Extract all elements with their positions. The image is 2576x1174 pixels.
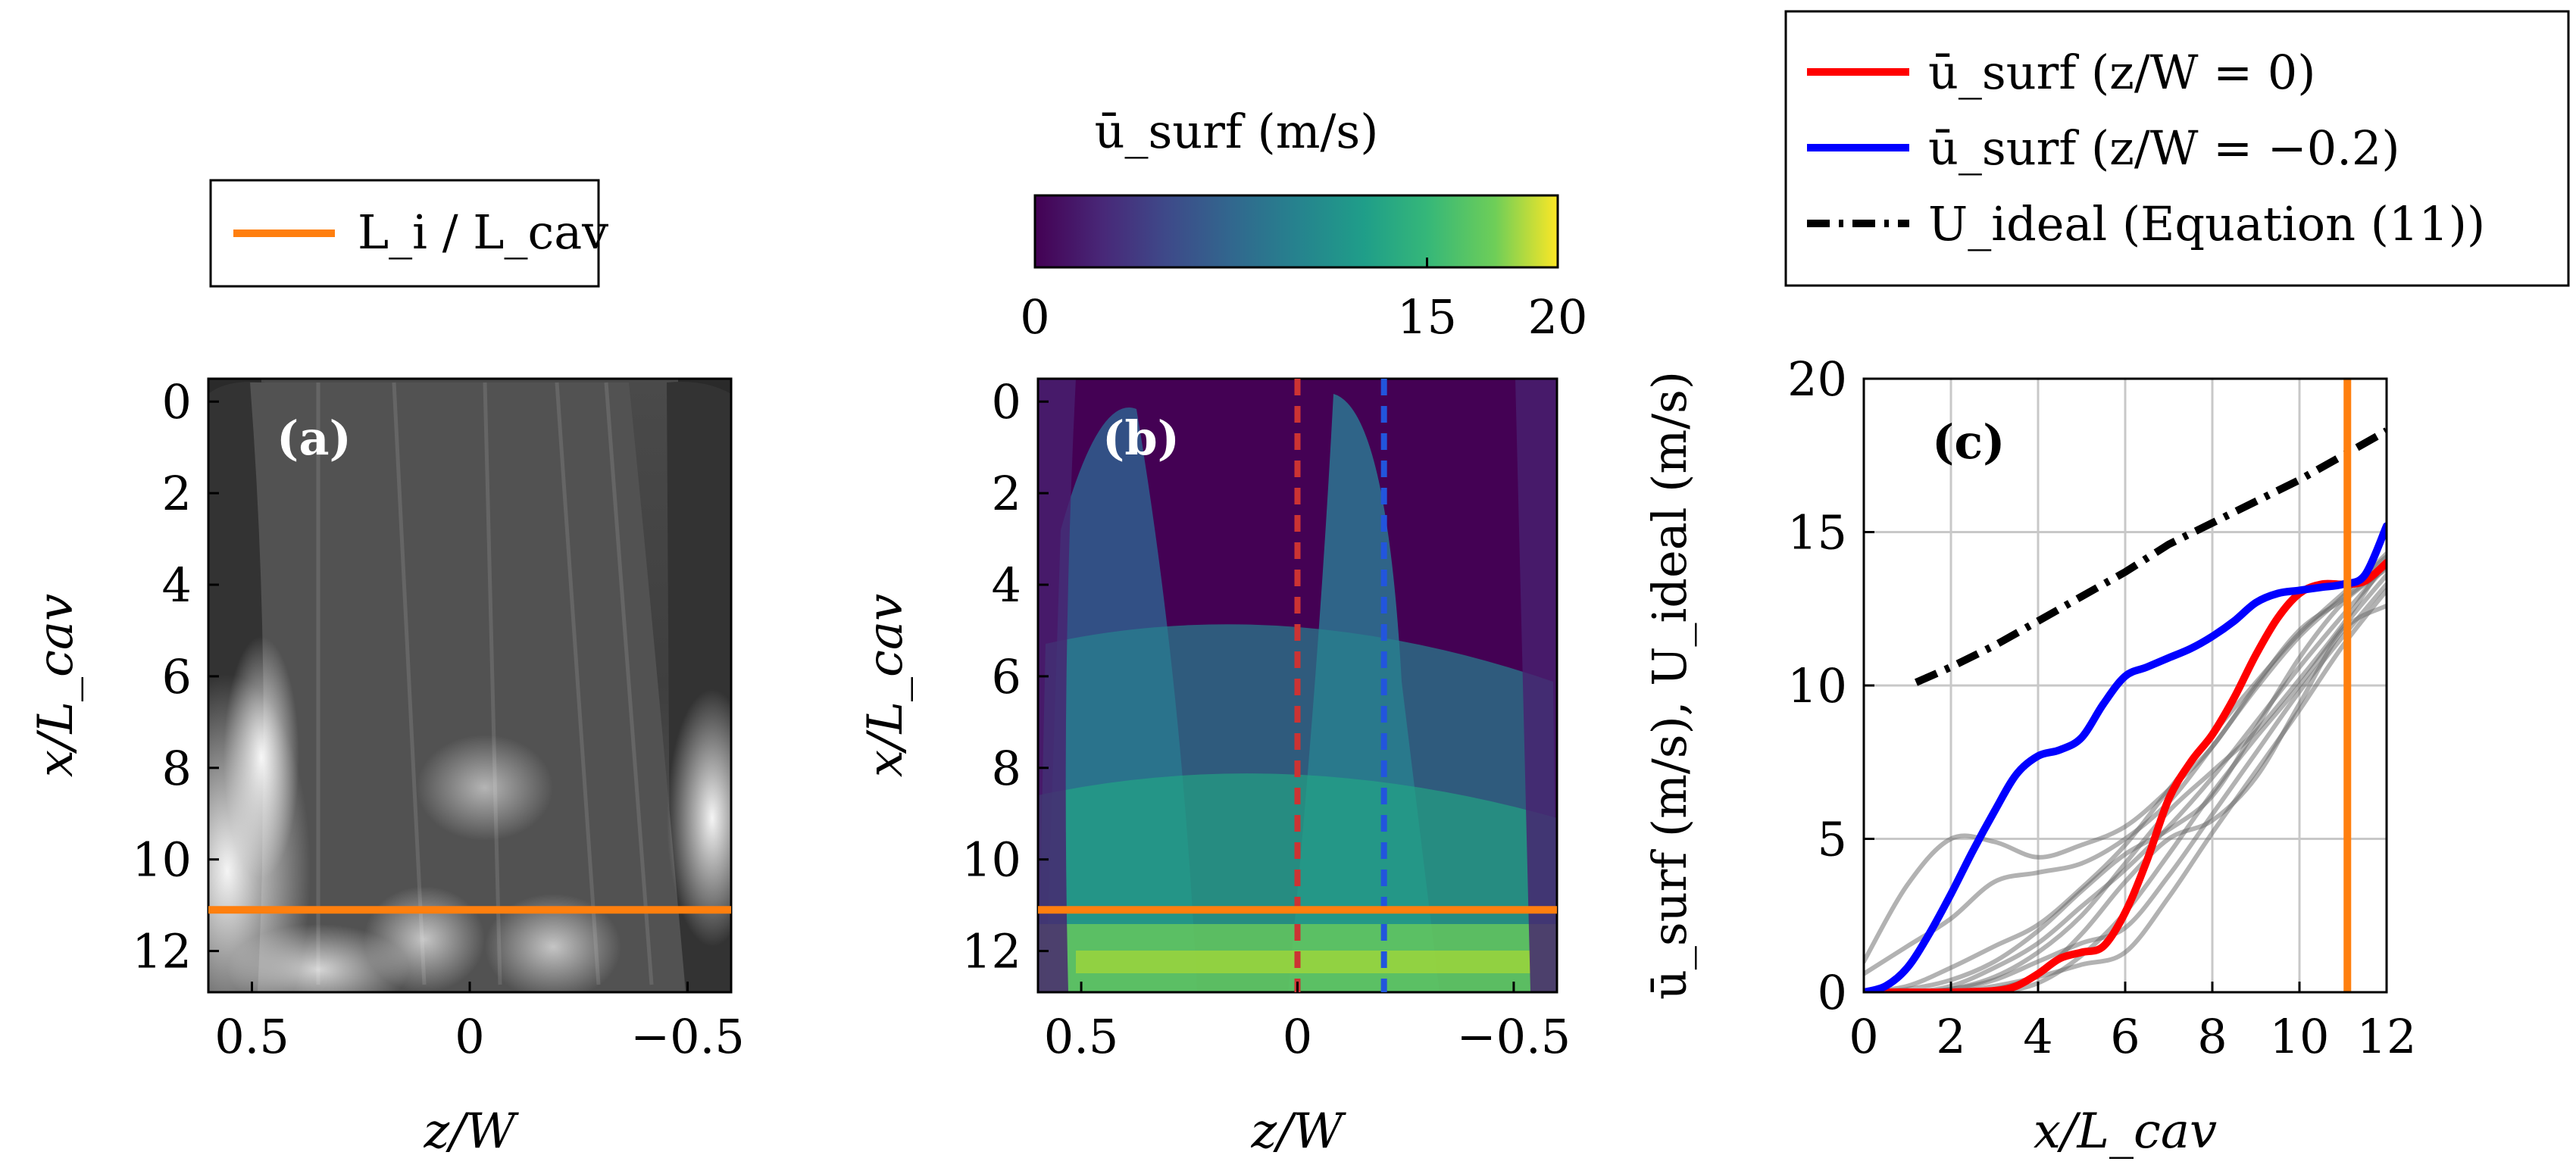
panel-b-ylabel: x/L_cav — [858, 594, 914, 777]
colorbar: ū_surf (m/s) 0 15 20 — [1020, 104, 1587, 345]
panel-a-ytick-label: 2 — [162, 466, 192, 521]
series-line-trace — [1864, 564, 2387, 992]
series-line-2 — [1914, 427, 2387, 686]
legend-a: L_i / L_cav — [209, 179, 608, 288]
panel-a-ytick-label: 0 — [162, 374, 192, 429]
panel-b-ytick-label: 6 — [992, 649, 1021, 704]
panel-c-ytick-label: 10 — [1787, 658, 1847, 713]
panel-a-ytick-label: 12 — [132, 924, 192, 979]
panel-a-image — [208, 379, 731, 992]
panel-c-xtick-label: 4 — [2023, 1009, 2052, 1064]
series-line-trace — [1864, 567, 2387, 992]
legend-c-label: ū_surf (z/W = −0.2) — [1928, 120, 2400, 176]
panel-b-xlabel: z/W — [1250, 1104, 1346, 1160]
colorbar-tick-label: 15 — [1397, 289, 1457, 345]
panel-c-ylabel: ū_surf (m/s), U_ideal (m/s) — [1642, 371, 1697, 1000]
panel-c-ytick-label: 20 — [1787, 351, 1847, 407]
panel-c-axes: 0 2 4 6 8 10 12 0 5 10 15 20 — [1787, 351, 2416, 1064]
panel-a: (a) 0.5 0 −0.5 0 2 4 6 8 10 12 z/W x/L_cav — [28, 374, 745, 1160]
series-line-trace — [1864, 554, 2387, 992]
panel-a-xtick-label: 0 — [455, 1009, 484, 1064]
panel-c-ytick-label: 5 — [1818, 812, 1847, 867]
panel-b-xtick-label: −0.5 — [1457, 1009, 1571, 1064]
colorbar-title: ū_surf (m/s) — [1095, 104, 1379, 159]
panel-c-xtick-label: 6 — [2110, 1009, 2140, 1064]
legend-c: ū_surf (z/W = 0) ū_surf (z/W = −0.2) U_ide… — [1784, 10, 2570, 287]
panel-c-xtick-label: 10 — [2270, 1009, 2330, 1064]
panel-c-ytick-label: 15 — [1787, 505, 1847, 560]
legend-c-label: ū_surf (z/W = 0) — [1928, 45, 2315, 100]
series-line-trace — [1864, 573, 2387, 992]
legend-c-label: U_ideal (Equation (11)) — [1928, 196, 2485, 251]
panel-b-ytick-label: 0 — [992, 374, 1021, 429]
panel-a-ytick-label: 4 — [162, 557, 192, 613]
panel-b-ytick-label: 2 — [992, 466, 1021, 521]
panel-a-ytick-label: 6 — [162, 649, 192, 704]
colorbar-tick-label: 20 — [1528, 289, 1588, 345]
panel-c-xtick-label: 8 — [2197, 1009, 2227, 1064]
panel-b-label: (b) — [1102, 411, 1180, 466]
colorbar-tick-label: 0 — [1020, 289, 1049, 345]
legend-a-label: L_i / L_cav — [358, 205, 608, 260]
panel-c-xlabel: x/L_cav — [2034, 1104, 2217, 1160]
panel-c-xtick-label: 0 — [1849, 1009, 1878, 1064]
panel-a-label: (a) — [277, 411, 352, 466]
panel-c-xtick-label: 2 — [1936, 1009, 1965, 1064]
panel-c-xtick-label: 12 — [2357, 1009, 2417, 1064]
panel-b-axes: 0.5 0 −0.5 0 2 4 6 8 10 12 — [961, 374, 1571, 1064]
panel-a-xtick-label: 0.5 — [214, 1009, 289, 1064]
panel-b-xtick-label: 0.5 — [1044, 1009, 1119, 1064]
panel-a-ytick-label: 8 — [162, 741, 192, 796]
panel-b-ytick-label: 8 — [992, 741, 1021, 796]
panel-a-ylabel: x/L_cav — [28, 594, 84, 777]
colorbar-ticks: 0 15 20 — [1020, 258, 1587, 345]
panel-c-series — [1864, 427, 2387, 992]
panel-b: (b) 0.5 0 −0.5 0 2 4 6 8 10 12 z/W x/L_cav — [858, 374, 1571, 1160]
panel-b-field — [1038, 379, 1557, 992]
panel-a-xtick-label: −0.5 — [630, 1009, 745, 1064]
series-line-1 — [1864, 522, 2387, 992]
panel-b-ytick-label: 12 — [961, 924, 1021, 979]
panel-b-ytick-label: 10 — [961, 832, 1021, 888]
panel-b-ytick-label: 4 — [992, 557, 1021, 613]
panel-b-xtick-label: 0 — [1283, 1009, 1312, 1064]
panel-c-ytick-label: 0 — [1818, 965, 1847, 1020]
panel-a-xlabel: z/W — [423, 1104, 519, 1160]
panel-a-ytick-label: 10 — [132, 832, 192, 888]
panel-c: (c) 0 2 4 6 8 10 12 0 5 10 15 20 x/L_cav ū_surf (m/… — [1642, 351, 2416, 1160]
panel-a-axes: 0.5 0 −0.5 0 2 4 6 8 10 12 — [132, 374, 745, 1064]
colorbar-gradient — [1033, 194, 1559, 269]
panel-c-label: (c) — [1932, 414, 2005, 470]
